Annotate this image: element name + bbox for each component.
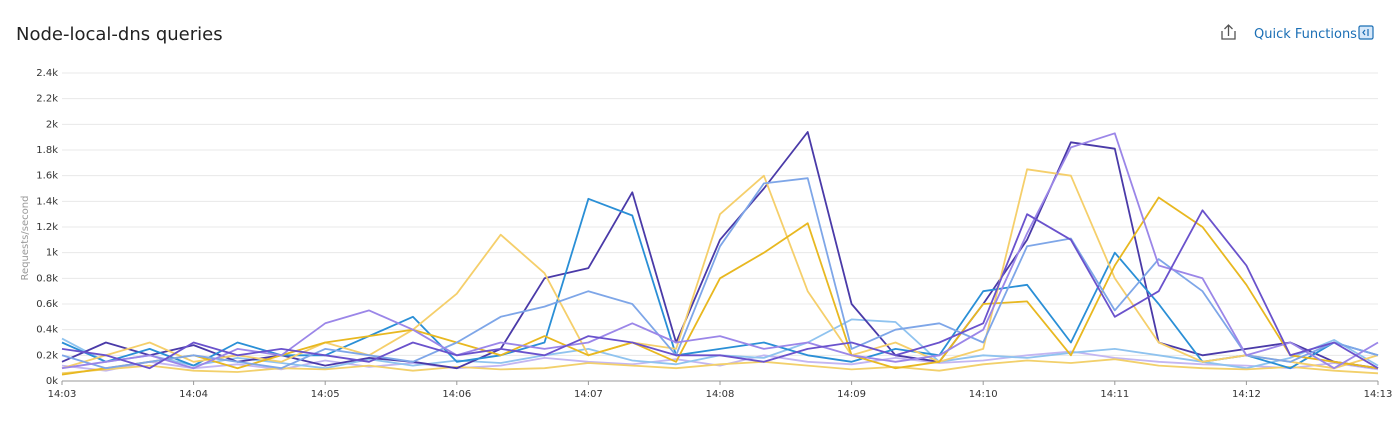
series-line <box>61 197 1379 370</box>
y-tick-label: 1.6k <box>36 171 58 182</box>
quick-functions-link[interactable]: Quick Functions <box>1254 27 1357 42</box>
x-tick-label: 14:09 <box>837 389 866 400</box>
x-tick-label: 14:12 <box>1232 389 1261 400</box>
y-tick-label: 1.4k <box>36 196 58 207</box>
x-tick-label: 14:03 <box>48 389 77 400</box>
x-tick-label: 14:13 <box>1364 389 1393 400</box>
y-tick-label: 2.4k <box>36 68 58 79</box>
panel-title: Node-local-dns queries <box>16 24 223 45</box>
y-tick-label: 0k <box>46 376 58 387</box>
y-tick-label: 2k <box>46 119 58 130</box>
y-tick-label: 0.2k <box>36 350 58 361</box>
y-tick-label: 2.2k <box>36 94 58 105</box>
panel-toggle-icon[interactable] <box>1358 25 1374 40</box>
export-icon[interactable] <box>1221 24 1236 40</box>
x-tick-label: 14:08 <box>706 389 735 400</box>
x-tick-label: 14:11 <box>1100 389 1129 400</box>
x-tick-label: 14:04 <box>179 389 208 400</box>
y-tick-label: 1.2k <box>36 222 58 233</box>
series-line <box>61 132 1379 370</box>
y-tick-label: 1.8k <box>36 145 58 156</box>
plot-area: 0k 0.2k 0.4k 0.6k 0.8k 1k 1.2k 1.4k 1.6k 1.8k 2k 2.… <box>36 68 1392 400</box>
y-tick-label: 1k <box>46 248 58 259</box>
y-tick-label: 0.4k <box>36 325 58 336</box>
x-tick-label: 14:07 <box>574 389 603 400</box>
x-tick-label: 14:05 <box>311 389 340 400</box>
x-tick-label: 14:10 <box>969 389 998 400</box>
y-axis-label: Requests/second <box>20 196 31 281</box>
series-line <box>61 177 1379 370</box>
y-tick-label: 0.6k <box>36 299 58 310</box>
x-tick-label: 14:06 <box>442 389 471 400</box>
series-line <box>61 168 1379 370</box>
series-line <box>61 209 1379 370</box>
y-tick-label: 0.8k <box>36 273 58 284</box>
series-line <box>61 350 1379 372</box>
